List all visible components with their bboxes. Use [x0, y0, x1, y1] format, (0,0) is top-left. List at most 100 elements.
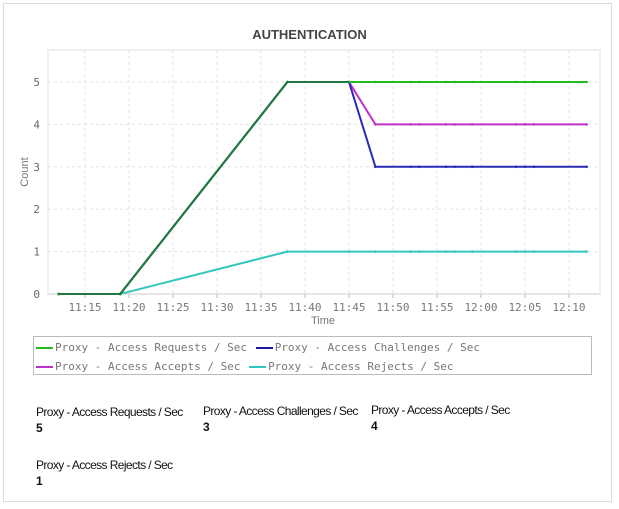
- x-tick-label: 11:30: [200, 301, 233, 314]
- stat-accepts: Proxy - Access Accepts / Sec 4: [371, 403, 510, 433]
- data-point: [470, 80, 474, 84]
- x-tick-label: 11:40: [288, 301, 321, 314]
- stat-label: Proxy - Access Accepts / Sec: [371, 403, 510, 417]
- data-point: [453, 123, 456, 126]
- x-tick-label: 11:15: [68, 301, 101, 314]
- stat-label: Proxy - Access Rejects / Sec: [36, 458, 173, 472]
- data-point: [418, 250, 421, 253]
- data-point: [409, 250, 412, 253]
- stat-label: Proxy - Access Challenges / Sec: [203, 404, 358, 418]
- series-line: [58, 250, 587, 295]
- x-tick-label: 11:20: [112, 301, 145, 314]
- stat-value: 1: [36, 474, 43, 488]
- data-point: [514, 80, 518, 84]
- data-point: [532, 165, 536, 169]
- stat-rejects: Proxy - Access Rejects / Sec 1: [36, 458, 173, 488]
- data-point: [585, 123, 588, 126]
- data-point: [585, 250, 588, 253]
- data-point: [374, 80, 377, 84]
- data-point: [523, 250, 527, 253]
- data-point: [374, 165, 377, 169]
- data-point: [532, 80, 536, 84]
- data-point: [444, 80, 448, 84]
- data-point: [514, 123, 518, 126]
- legend-label: Proxy - Access Requests / Sec: [55, 341, 248, 354]
- legend-swatch: [255, 347, 273, 349]
- line-chart: 0 1 2 3 4 5 11:15 11:20 11:25 11:30 11:35 11:40 11:4…: [19, 49, 601, 327]
- data-point: [470, 250, 474, 253]
- chart-title: AUTHENTICATION: [252, 27, 367, 42]
- x-tick-label: 11:25: [156, 301, 189, 314]
- data-point: [418, 80, 421, 84]
- legend-item[interactable]: Proxy - Access Accepts / Sec: [36, 358, 240, 375]
- series-line: [58, 81, 587, 295]
- x-tick-label: 11:55: [420, 301, 453, 314]
- chart-panel: [3, 3, 612, 502]
- x-tick-label: 12:10: [552, 301, 585, 314]
- legend: Proxy - Access Requests / Sec Proxy - Ac…: [33, 336, 592, 375]
- series-proxy-access-requests-sec: [57, 80, 588, 296]
- data-point: [444, 250, 448, 253]
- y-axis-label: Count: [19, 157, 31, 186]
- legend-swatch: [36, 366, 53, 368]
- y-tick-label: 2: [33, 203, 40, 216]
- legend-swatch: [36, 347, 53, 349]
- legend-swatch: [249, 366, 267, 368]
- legend-label: Proxy - Access Accepts / Sec: [55, 360, 241, 373]
- data-point: [514, 250, 518, 253]
- data-point: [585, 80, 588, 84]
- data-point: [470, 165, 474, 169]
- legend-item[interactable]: Proxy - Access Requests / Sec: [36, 339, 247, 356]
- data-point: [514, 165, 518, 169]
- overlap-line: [58, 81, 349, 295]
- stat-challenges: Proxy - Access Challenges / Sec 3: [203, 404, 358, 434]
- stat-value: 3: [203, 420, 210, 434]
- x-tick-label: 12:00: [464, 301, 497, 314]
- data-point: [444, 123, 448, 126]
- data-point: [347, 250, 351, 253]
- stat-value: 4: [371, 419, 378, 433]
- stat-requests: Proxy - Access Requests / Sec 5: [36, 405, 183, 435]
- data-point: [585, 165, 588, 169]
- legend-item[interactable]: Proxy - Access Challenges / Sec: [255, 339, 480, 356]
- data-point: [409, 80, 412, 84]
- y-tick-label: 5: [33, 76, 40, 89]
- data-point: [444, 165, 448, 169]
- series-proxy-access-rejects-sec: [57, 250, 588, 296]
- data-point: [453, 165, 456, 169]
- y-tick-label: 4: [33, 118, 40, 131]
- x-tick-label: 11:35: [244, 301, 277, 314]
- series-line: [58, 81, 587, 295]
- data-point: [470, 123, 474, 126]
- data-point: [532, 123, 536, 126]
- y-tick-label: 0: [33, 288, 40, 301]
- plot-area: [47, 49, 601, 295]
- x-tick-label: 12:05: [508, 301, 541, 314]
- legend-item[interactable]: Proxy - Access Rejects / Sec: [249, 358, 454, 375]
- data-point: [409, 165, 412, 169]
- data-point: [418, 123, 421, 126]
- x-axis-label: Time: [311, 315, 335, 327]
- data-point: [523, 80, 527, 84]
- data-point: [523, 165, 527, 169]
- series-proxy-access-accepts-sec: [57, 80, 588, 296]
- legend-label: Proxy - Access Rejects / Sec: [268, 360, 454, 373]
- data-point: [453, 80, 456, 84]
- data-point: [374, 123, 377, 126]
- y-tick-label: 1: [33, 246, 40, 259]
- y-tick-label: 3: [33, 161, 40, 174]
- x-tick-label: 11:50: [376, 301, 409, 314]
- stat-value: 5: [36, 421, 43, 435]
- series-line: [58, 81, 587, 295]
- data-point: [286, 250, 289, 253]
- data-point: [453, 250, 456, 253]
- data-point: [374, 250, 377, 253]
- data-point: [532, 250, 536, 253]
- data-point: [523, 123, 527, 126]
- legend-label: Proxy - Access Challenges / Sec: [274, 341, 480, 354]
- data-point: [409, 123, 412, 126]
- series-proxy-access-challenges-sec: [57, 80, 588, 296]
- data-point: [418, 165, 421, 169]
- stat-label: Proxy - Access Requests / Sec: [36, 405, 183, 419]
- x-tick-label: 11:45: [332, 301, 365, 314]
